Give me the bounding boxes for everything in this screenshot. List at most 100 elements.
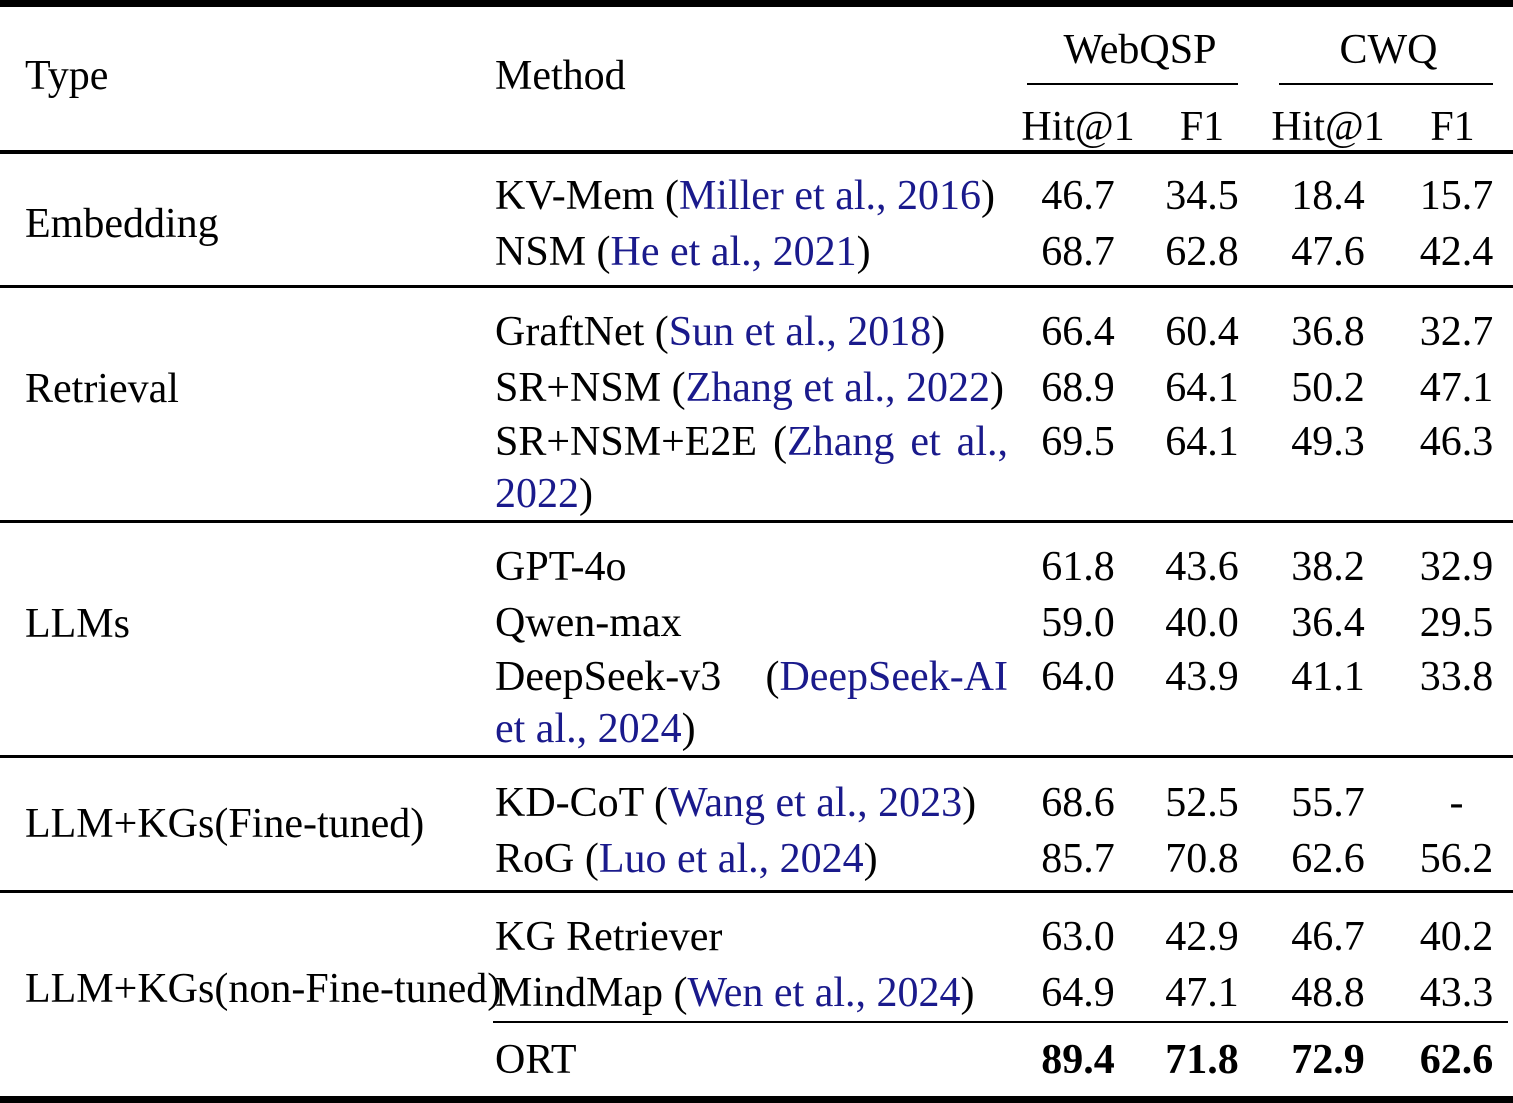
section-llm-kgs-non-fine-tuned: LLM+KGs(non-Fine-tuned) KG Retriever 63.… bbox=[0, 893, 1513, 1096]
value-cwq-hit1: 36.4 bbox=[1291, 600, 1365, 646]
value-cwq-hit1: 48.8 bbox=[1291, 970, 1365, 1016]
value-webqsp-f1: 62.8 bbox=[1165, 229, 1239, 275]
value-webqsp-f1: 60.4 bbox=[1165, 309, 1239, 355]
table-row: NSM (He et al., 2021) 68.7 62.8 47.6 42.… bbox=[495, 224, 1513, 280]
table-row: KV-Mem (Miller et al., 2016) 46.7 34.5 1… bbox=[495, 168, 1513, 224]
method-name: RoG ( bbox=[495, 836, 599, 882]
method-name: GPT-4o bbox=[495, 544, 627, 590]
value-webqsp-hit1: 85.7 bbox=[1041, 836, 1115, 882]
value-cwq-hit1: 46.7 bbox=[1291, 914, 1365, 960]
method-name: KV-Mem ( bbox=[495, 173, 679, 219]
citation-link[interactable]: Wen et al., 2024 bbox=[687, 970, 961, 1016]
value-webqsp-f1: 71.8 bbox=[1165, 1036, 1239, 1083]
method-name: SR+NSM ( bbox=[495, 365, 686, 411]
section-llm-kgs-fine-tuned: LLM+KGs(Fine-tuned) KD-CoT (Wang et al.,… bbox=[0, 758, 1513, 890]
table-row-ort: ORT 89.4 71.8 72.9 62.6 bbox=[495, 1023, 1513, 1096]
value-cwq-f1: 29.5 bbox=[1419, 600, 1494, 646]
citation-link[interactable]: He et al., 2021 bbox=[610, 229, 857, 275]
value-webqsp-hit1: 68.7 bbox=[1041, 229, 1115, 275]
value-cwq-f1: 46.3 bbox=[1419, 419, 1494, 465]
citation-link[interactable]: 2022 bbox=[495, 471, 579, 517]
value-cwq-f1: 56.2 bbox=[1419, 836, 1494, 882]
value-webqsp-f1: 40.0 bbox=[1165, 600, 1239, 646]
value-cwq-hit1: 72.9 bbox=[1291, 1036, 1365, 1083]
section-rule bbox=[0, 520, 1513, 523]
method-paren: ) bbox=[990, 365, 1005, 411]
value-webqsp-hit1: 59.0 bbox=[1041, 600, 1115, 646]
citation-link[interactable]: et al., 2024 bbox=[495, 706, 682, 752]
value-webqsp-hit1: 69.5 bbox=[1041, 419, 1115, 465]
method-cell: RoG (Luo et al., 2024) bbox=[495, 837, 1016, 881]
method-cell: GPT-4o bbox=[495, 545, 1016, 589]
method-cell: Qwen-max bbox=[495, 601, 1016, 645]
method-line-2: et al., 2024) bbox=[495, 703, 1008, 755]
column-header-cwq-f1: F1 bbox=[1430, 104, 1475, 150]
citation-link[interactable]: Zhang et al., 2022 bbox=[685, 365, 991, 411]
method-cell: DeepSeek-v3 (DeepSeek-AI et al., 2024) bbox=[495, 651, 1016, 755]
top-rule bbox=[0, 0, 1513, 7]
table-row: MindMap (Wen et al., 2024) 64.9 47.1 48.… bbox=[495, 965, 1513, 1021]
citation-link[interactable]: DeepSeek-AI bbox=[779, 654, 1008, 700]
value-cwq-hit1: 49.3 bbox=[1291, 419, 1365, 465]
method-name: Qwen-max bbox=[495, 600, 682, 646]
value-cwq-hit1: 18.4 bbox=[1291, 173, 1365, 219]
method-cell: KV-Mem (Miller et al., 2016) bbox=[495, 174, 1016, 218]
method-name: KD-CoT ( bbox=[495, 780, 669, 826]
method-name: MindMap ( bbox=[495, 970, 688, 1016]
citation-link[interactable]: Wang et al., 2023 bbox=[668, 780, 963, 826]
section-embedding: Embedding KV-Mem (Miller et al., 2016) 4… bbox=[0, 154, 1513, 285]
column-group-cwq: CWQ bbox=[1339, 27, 1438, 73]
webqsp-cmidrule bbox=[1027, 83, 1238, 85]
method-cell: SR+NSM (Zhang et al., 2022) bbox=[495, 366, 1016, 410]
method-cell: NSM (He et al., 2021) bbox=[495, 230, 1016, 274]
value-cwq-hit1: 38.2 bbox=[1291, 544, 1365, 590]
value-webqsp-f1: 43.6 bbox=[1165, 544, 1239, 590]
value-webqsp-f1: 70.8 bbox=[1165, 836, 1239, 882]
method-line-1: SR+NSM+E2E (Zhang et al., bbox=[495, 416, 1008, 468]
method-name: GraftNet ( bbox=[495, 309, 669, 355]
type-label: LLM+KGs(non-Fine-tuned) bbox=[25, 966, 502, 1012]
method-paren: ) bbox=[962, 780, 977, 826]
method-paren: ) bbox=[681, 706, 696, 752]
value-cwq-f1: 62.6 bbox=[1419, 1036, 1494, 1083]
column-header-webqsp-hit1: Hit@1 bbox=[1021, 104, 1135, 150]
citation-link[interactable]: Zhang et al., bbox=[787, 419, 1008, 465]
method-paren: ) bbox=[931, 309, 946, 355]
value-cwq-f1: 15.7 bbox=[1419, 173, 1494, 219]
citation-link[interactable]: Sun et al., 2018 bbox=[668, 309, 932, 355]
citation-link[interactable]: Luo et al., 2024 bbox=[598, 836, 864, 882]
partial-rule bbox=[493, 1021, 1508, 1023]
value-webqsp-f1: 34.5 bbox=[1165, 173, 1239, 219]
value-cwq-f1: 42.4 bbox=[1419, 229, 1494, 275]
method-name: DeepSeek-v3 ( bbox=[495, 654, 780, 700]
value-webqsp-f1: 52.5 bbox=[1165, 780, 1239, 826]
value-cwq-f1: 40.2 bbox=[1419, 914, 1494, 960]
value-cwq-f1: 32.7 bbox=[1419, 309, 1494, 355]
citation-link[interactable]: Miller et al., 2016 bbox=[678, 173, 982, 219]
value-webqsp-hit1: 68.9 bbox=[1041, 365, 1115, 411]
cwq-cmidrule bbox=[1279, 83, 1493, 85]
table-row: RoG (Luo et al., 2024) 85.7 70.8 62.6 56… bbox=[495, 831, 1513, 887]
value-webqsp-hit1: 64.0 bbox=[1041, 654, 1115, 700]
method-paren: ) bbox=[856, 229, 871, 275]
table-header: Type Method WebQSP CWQ Hit@1 F1 Hit@1 F1 bbox=[0, 7, 1513, 150]
type-label: LLMs bbox=[25, 601, 130, 647]
method-cell: ORT bbox=[495, 1038, 1016, 1082]
column-header-type: Type bbox=[25, 53, 109, 99]
table-row: KD-CoT (Wang et al., 2023) 68.6 52.5 55.… bbox=[495, 775, 1513, 831]
value-cwq-f1: - bbox=[1449, 780, 1464, 826]
method-cell: KD-CoT (Wang et al., 2023) bbox=[495, 781, 1016, 825]
value-cwq-f1: 32.9 bbox=[1419, 544, 1494, 590]
value-webqsp-hit1: 61.8 bbox=[1041, 544, 1115, 590]
value-webqsp-hit1: 89.4 bbox=[1041, 1036, 1115, 1083]
table-row: KG Retriever 63.0 42.9 46.7 40.2 bbox=[495, 909, 1513, 965]
method-cell: MindMap (Wen et al., 2024) bbox=[495, 971, 1016, 1015]
method-line-1: DeepSeek-v3 (DeepSeek-AI bbox=[495, 651, 1008, 703]
value-webqsp-f1: 64.1 bbox=[1165, 365, 1239, 411]
method-name: KG Retriever bbox=[495, 914, 723, 960]
table-row: SR+NSM (Zhang et al., 2022) 68.9 64.1 50… bbox=[495, 360, 1513, 416]
type-label: LLM+KGs(Fine-tuned) bbox=[25, 801, 425, 847]
table-row: GraftNet (Sun et al., 2018) 66.4 60.4 36… bbox=[495, 304, 1513, 360]
method-paren: ) bbox=[579, 471, 593, 517]
value-webqsp-f1: 42.9 bbox=[1165, 914, 1239, 960]
